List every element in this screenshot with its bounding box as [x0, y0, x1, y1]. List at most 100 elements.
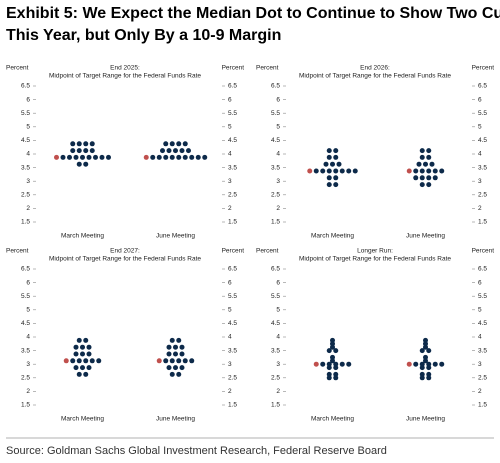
dot — [166, 344, 172, 350]
y-tick-label: 5.5 — [271, 110, 280, 117]
dot — [419, 175, 425, 181]
median-dot — [406, 168, 412, 174]
dot — [413, 361, 419, 367]
dot — [73, 351, 79, 357]
dot — [83, 337, 89, 343]
x-tick-label: March Meeting — [61, 233, 104, 240]
dot — [326, 154, 332, 160]
dot — [76, 371, 82, 377]
dot — [73, 344, 79, 350]
y-tick-label: 6.5 — [21, 83, 30, 90]
dot — [160, 148, 165, 154]
panel-subtitle: Midpoint of Target Range for the Federal… — [49, 73, 201, 80]
dot — [423, 161, 428, 167]
dot — [416, 161, 422, 167]
x-tick-label: March Meeting — [61, 416, 104, 423]
panel-title: Longer Run: — [357, 248, 393, 255]
y2-tick-label: 1.5 — [228, 219, 237, 226]
x-tick-label: March Meeting — [311, 233, 354, 240]
dot — [352, 168, 358, 174]
y2-tick-label: 2 — [478, 205, 482, 212]
y-axis-title: Percent — [6, 65, 29, 72]
dot — [169, 154, 175, 160]
y2-tick-label: 6.5 — [228, 83, 237, 90]
dot — [313, 168, 319, 174]
y-tick-label: 3 — [26, 178, 30, 185]
dot — [166, 365, 172, 371]
y2-tick-label: 2 — [228, 205, 232, 212]
dot — [89, 358, 95, 364]
dot — [80, 344, 85, 350]
y-tick-label: 6 — [276, 96, 280, 103]
y-tick-label: 5 — [26, 124, 30, 131]
dot — [426, 175, 432, 181]
dot — [426, 348, 432, 354]
dot — [176, 154, 182, 160]
dot — [419, 375, 425, 381]
y2-tick-label: 3 — [228, 178, 232, 185]
dot — [423, 358, 428, 364]
dot — [156, 154, 162, 160]
dot — [169, 337, 175, 343]
dot — [326, 175, 332, 181]
y2-axis-title: Percent — [472, 65, 495, 72]
dot — [330, 358, 335, 364]
y2-tick-label: 1.5 — [478, 402, 487, 409]
y-tick-label: 2.5 — [271, 375, 280, 382]
y-tick-label: 6 — [26, 96, 30, 103]
y2-tick-label: 2.5 — [228, 375, 237, 382]
y2-tick-label: 1.5 — [478, 219, 487, 226]
dot — [333, 154, 339, 160]
dot — [326, 348, 332, 354]
y-tick-label: 6 — [276, 279, 280, 286]
x-tick-label: June Meeting — [156, 416, 195, 423]
dot — [67, 154, 72, 160]
dot — [426, 148, 432, 154]
y-tick-label: 3 — [276, 178, 280, 185]
dot — [86, 344, 92, 350]
dot — [179, 351, 185, 357]
dot — [320, 168, 326, 174]
y2-tick-label: 3.5 — [228, 164, 237, 171]
dot — [83, 161, 89, 167]
dot — [182, 154, 188, 160]
y2-tick-label: 4.5 — [228, 320, 237, 327]
dot — [80, 351, 85, 357]
median-dot — [156, 358, 162, 364]
y2-tick-label: 5.5 — [228, 110, 237, 117]
dot — [76, 161, 82, 167]
dot — [429, 161, 435, 167]
dot — [179, 148, 185, 154]
dot — [96, 358, 102, 364]
median-dot — [63, 358, 69, 364]
dot — [186, 148, 191, 154]
dot — [432, 361, 438, 367]
dot — [169, 358, 175, 364]
y-tick-label: 6.5 — [271, 266, 280, 273]
panel-subtitle: Midpoint of Target Range for the Federal… — [299, 73, 451, 80]
dot — [413, 175, 419, 181]
y-tick-label: 4.5 — [271, 137, 280, 144]
y-tick-label: 1.5 — [21, 402, 30, 409]
x-tick-label: June Meeting — [406, 233, 445, 240]
y-tick-label: 6.5 — [21, 266, 30, 273]
y-tick-label: 2 — [276, 205, 280, 212]
dot — [330, 161, 335, 167]
y-tick-label: 2 — [26, 205, 30, 212]
dot — [336, 161, 342, 167]
y2-tick-label: 6 — [478, 279, 482, 286]
median-dot — [307, 168, 313, 174]
y2-tick-label: 4 — [228, 334, 232, 341]
dot — [333, 375, 339, 381]
dot — [346, 168, 352, 174]
dot — [89, 141, 95, 147]
dot — [339, 168, 345, 174]
dot — [169, 141, 175, 147]
dot — [326, 168, 332, 174]
y2-tick-label: 5 — [228, 124, 232, 131]
dot — [333, 148, 339, 154]
dot — [150, 154, 156, 160]
y-tick-label: 4 — [276, 334, 280, 341]
y-tick-label: 5 — [276, 307, 280, 314]
